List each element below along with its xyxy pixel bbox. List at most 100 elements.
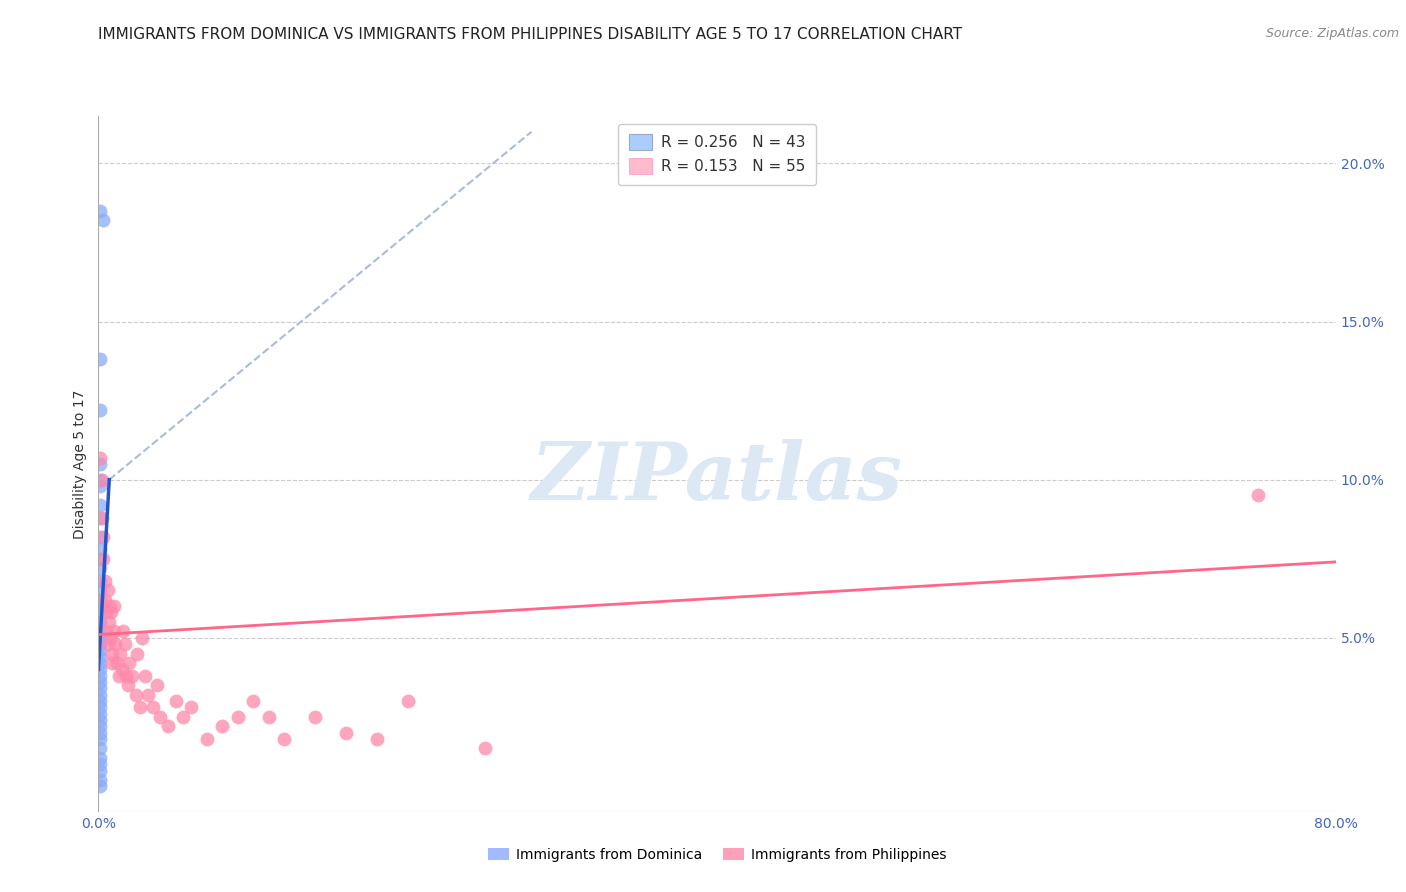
Point xyxy=(136,688,159,702)
Text: ZIPatlas: ZIPatlas xyxy=(531,439,903,516)
Point xyxy=(89,675,111,690)
Point xyxy=(142,700,165,714)
Point xyxy=(89,706,111,721)
Point xyxy=(474,741,496,756)
Point xyxy=(226,710,249,724)
Point xyxy=(103,599,125,614)
Point xyxy=(104,637,127,651)
Point xyxy=(242,694,264,708)
Point xyxy=(165,694,187,708)
Point xyxy=(304,710,326,724)
Point xyxy=(89,606,111,620)
Point xyxy=(89,773,111,788)
Point xyxy=(121,669,143,683)
Point xyxy=(89,510,111,524)
Point xyxy=(89,643,111,657)
Point xyxy=(89,624,111,639)
Point xyxy=(89,203,111,218)
Point xyxy=(89,741,111,756)
Point xyxy=(89,764,111,778)
Point xyxy=(118,656,141,670)
Point xyxy=(98,599,121,614)
Point xyxy=(89,669,111,683)
Point xyxy=(127,647,149,661)
Point xyxy=(89,615,111,629)
Point xyxy=(115,669,138,683)
Point xyxy=(89,498,111,512)
Point xyxy=(146,678,169,692)
Legend: Immigrants from Dominica, Immigrants from Philippines: Immigrants from Dominica, Immigrants fro… xyxy=(482,842,952,867)
Point xyxy=(96,624,118,639)
Point xyxy=(89,688,111,702)
Point xyxy=(396,694,419,708)
Text: Source: ZipAtlas.com: Source: ZipAtlas.com xyxy=(1265,27,1399,40)
Point xyxy=(89,757,111,772)
Point xyxy=(89,473,111,487)
Point xyxy=(195,731,218,746)
Point xyxy=(89,530,111,544)
Point xyxy=(89,713,111,727)
Point xyxy=(89,656,111,670)
Point xyxy=(89,574,111,588)
Text: IMMIGRANTS FROM DOMINICA VS IMMIGRANTS FROM PHILIPPINES DISABILITY AGE 5 TO 17 C: IMMIGRANTS FROM DOMINICA VS IMMIGRANTS F… xyxy=(98,27,963,42)
Point xyxy=(89,561,111,575)
Point xyxy=(101,656,124,670)
Point xyxy=(257,710,280,724)
Point xyxy=(89,542,111,557)
Point xyxy=(105,656,128,670)
Point xyxy=(89,403,111,417)
Point xyxy=(90,473,112,487)
Point xyxy=(89,700,111,714)
Point xyxy=(157,719,180,733)
Point xyxy=(98,615,121,629)
Point xyxy=(91,213,114,227)
Point xyxy=(89,599,111,614)
Point xyxy=(129,700,152,714)
Point xyxy=(93,574,115,588)
Point xyxy=(89,479,111,493)
Point xyxy=(100,606,122,620)
Point xyxy=(117,678,139,692)
Point xyxy=(1247,488,1270,502)
Point xyxy=(111,662,134,676)
Point xyxy=(335,725,357,739)
Point xyxy=(101,647,124,661)
Point xyxy=(89,751,111,765)
Point xyxy=(173,710,195,724)
Point xyxy=(114,637,136,651)
Point xyxy=(149,710,172,724)
Point xyxy=(89,780,111,794)
Point xyxy=(89,551,111,566)
Point xyxy=(211,719,233,733)
Point xyxy=(103,624,125,639)
Point xyxy=(89,352,111,367)
Point xyxy=(180,700,202,714)
Point xyxy=(124,688,146,702)
Point xyxy=(273,731,295,746)
Y-axis label: Disability Age 5 to 17: Disability Age 5 to 17 xyxy=(73,389,87,539)
Point xyxy=(89,694,111,708)
Point xyxy=(89,719,111,733)
Point xyxy=(107,669,129,683)
Point xyxy=(366,731,388,746)
Point xyxy=(91,530,114,544)
Point xyxy=(89,637,111,651)
Point xyxy=(112,624,135,639)
Point xyxy=(89,731,111,746)
Point xyxy=(89,457,111,471)
Point xyxy=(89,583,111,598)
Point xyxy=(93,592,115,607)
Point xyxy=(89,662,111,676)
Point xyxy=(89,681,111,696)
Point xyxy=(89,725,111,739)
Point xyxy=(96,606,118,620)
Point xyxy=(90,510,112,524)
Point xyxy=(89,631,111,645)
Point xyxy=(97,583,120,598)
Point xyxy=(108,647,131,661)
Point xyxy=(100,631,122,645)
Point xyxy=(97,637,120,651)
Point xyxy=(89,592,111,607)
Point xyxy=(91,551,114,566)
Point xyxy=(134,669,156,683)
